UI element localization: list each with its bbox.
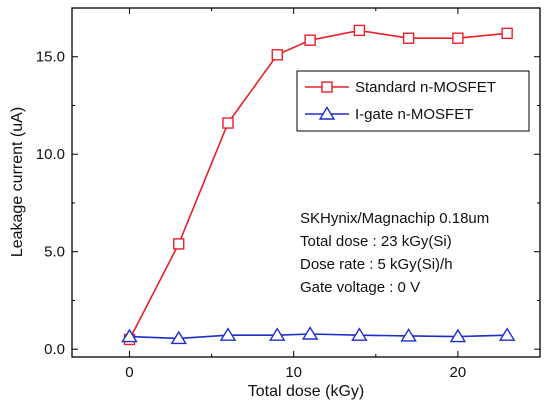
legend-entry-standard: Standard n-MOSFET (305, 79, 496, 96)
data-point-standard (353, 24, 366, 37)
data-point-igate (400, 328, 417, 342)
legend-marker-standard (321, 81, 333, 93)
legend-box (296, 70, 530, 132)
data-point-standard (304, 34, 316, 46)
annotation-line: Total dose : 23 kGy(Si) (300, 233, 452, 250)
data-point-igate (170, 330, 187, 345)
data-point-igate (219, 327, 237, 341)
data-point-igate (301, 326, 319, 340)
axis-ticks: 0 10 20 0.0 5.0 10.0 15.0 (36, 8, 540, 381)
y-tick-label: 15.0 (36, 49, 65, 66)
x-tick-label: 0 (125, 364, 133, 381)
data-point-standard (271, 49, 283, 61)
y-tick-label: 10.0 (36, 146, 65, 163)
data-point-igate (351, 327, 368, 341)
legend: Standard n-MOSFET I-gate n-MOSFET (296, 70, 530, 132)
y-tick-label: 5.0 (44, 244, 65, 261)
legend-marker-igate (318, 106, 336, 120)
annotation-line: SKHynix/Magnachip 0.18um (300, 210, 489, 227)
legend-items: Standard n-MOSFET I-gate n-MOSFET (305, 79, 496, 123)
series-igate (121, 326, 516, 345)
legend-entry-igate: I-gate n-MOSFET (305, 106, 473, 123)
series-layer (121, 24, 516, 346)
annotation-block: SKHynix/Magnachip 0.18um Total dose : 23… (300, 210, 489, 296)
data-point-standard (222, 117, 234, 129)
data-point-standard (402, 32, 415, 44)
legend-label-igate: I-gate n-MOSFET (355, 106, 473, 123)
x-tick-label: 10 (285, 364, 302, 381)
x-axis-label: Total dose (kGy) (248, 383, 364, 400)
data-point-igate (498, 327, 516, 341)
data-point-igate (449, 328, 467, 343)
data-point-standard (173, 238, 185, 250)
data-point-igate (269, 327, 286, 341)
y-tick-label: 0.0 (44, 341, 65, 358)
series-line-igate (129, 333, 508, 340)
annotation-line: Dose rate : 5 kGy(Si)/h (300, 256, 453, 273)
series-standard (123, 24, 513, 346)
legend-label-standard: Standard n-MOSFET (355, 79, 496, 96)
annotation-line: Gate voltage : 0 V (300, 279, 420, 296)
data-point-igate (121, 328, 138, 343)
plot-frame (71, 7, 541, 358)
x-tick-label: 20 (450, 364, 467, 381)
y-axis-label: Leakage current (uA) (9, 107, 26, 257)
data-point-standard (452, 32, 464, 44)
data-point-standard (501, 27, 513, 40)
